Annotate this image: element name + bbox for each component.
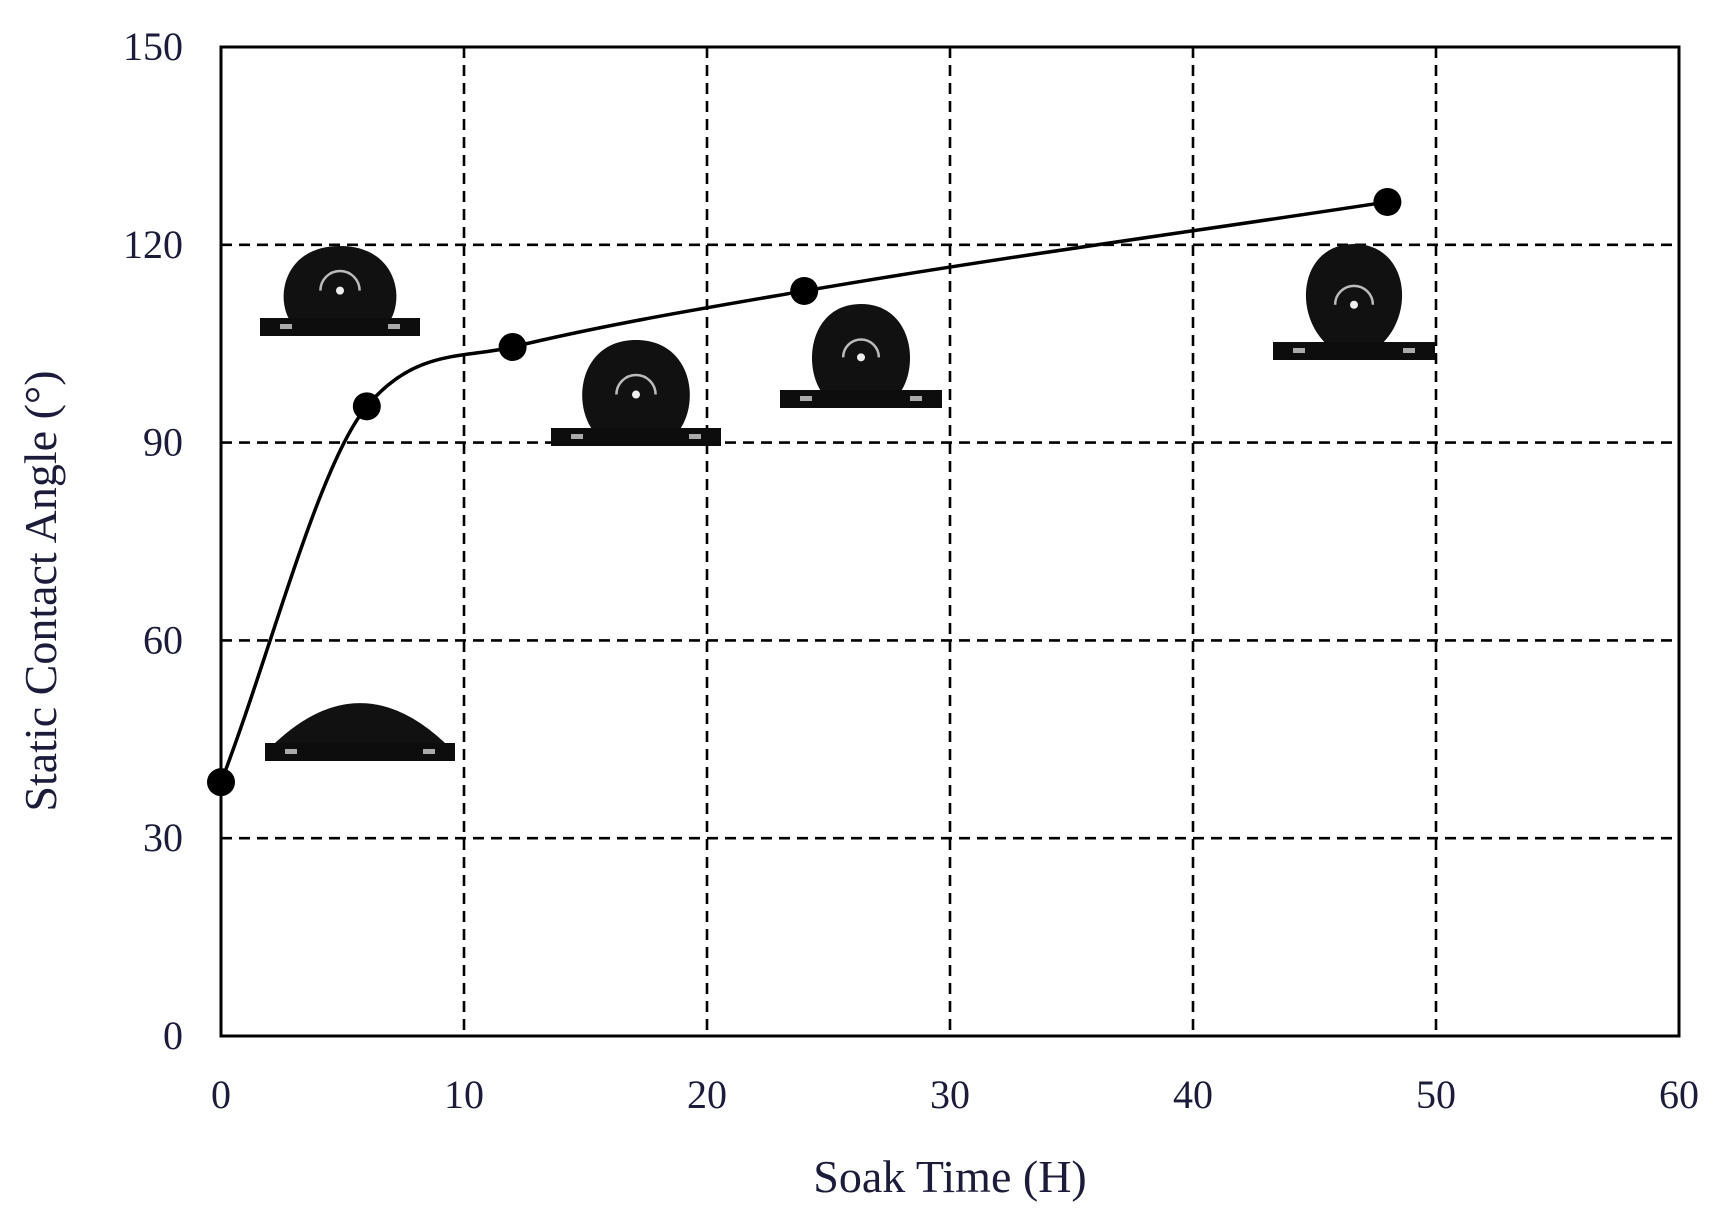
droplet-photo [780,304,942,408]
droplet-photo [265,703,455,761]
y-tick-labels: 0 30 60 90 120 150 [123,24,183,1058]
data-point [1373,187,1402,216]
x-tick-label: 30 [930,1072,970,1117]
x-tick-label: 60 [1659,1072,1699,1117]
droplet-photo [260,246,420,336]
plot-frame [219,45,1681,1038]
droplet-photo [551,340,721,446]
droplet-insets [260,244,1435,761]
y-tick-label: 60 [143,617,183,662]
x-tick-label: 50 [1416,1072,1456,1117]
y-tick-label: 0 [163,1013,183,1058]
gridlines [221,47,1679,1036]
series-group [207,187,1402,797]
data-point [207,768,235,797]
data-point [498,332,527,361]
droplet-photo [1273,244,1435,360]
x-tick-label: 0 [211,1072,231,1117]
x-tick-labels: 0 10 20 30 40 50 60 [211,1072,1699,1117]
x-tick-label: 20 [687,1072,727,1117]
x-tick-label: 40 [1173,1072,1213,1117]
x-axis-label: Soak Time (H) [813,1151,1086,1202]
y-axis-label: Static Contact Angle (°) [15,370,66,811]
data-point [790,276,819,305]
y-tick-label: 30 [143,815,183,860]
x-tick-label: 10 [444,1072,484,1117]
y-tick-label: 150 [123,24,183,69]
data-point [352,392,381,421]
y-tick-label: 120 [123,222,183,267]
series-line [219,200,1388,783]
y-tick-label: 90 [143,420,183,465]
